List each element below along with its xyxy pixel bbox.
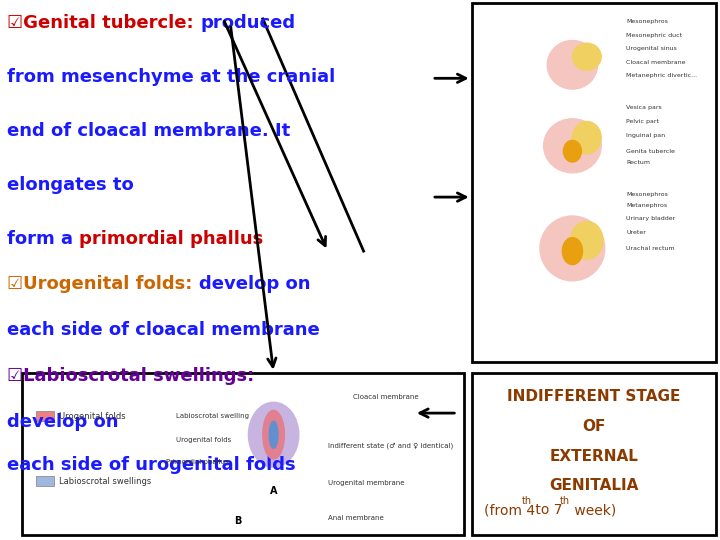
Text: Indifferent state (♂ and ♀ identical): Indifferent state (♂ and ♀ identical) — [328, 442, 453, 449]
Ellipse shape — [248, 402, 299, 467]
Text: produced: produced — [200, 14, 295, 31]
Ellipse shape — [269, 421, 278, 448]
Ellipse shape — [562, 238, 582, 265]
Text: develop on: develop on — [7, 413, 119, 431]
Text: develop on: develop on — [199, 275, 310, 293]
Text: GENITALIA: GENITALIA — [549, 478, 639, 494]
Text: each side of cloacal membrane: each side of cloacal membrane — [7, 321, 320, 339]
Bar — [36, 476, 54, 486]
Ellipse shape — [572, 122, 601, 154]
Bar — [472, 373, 716, 535]
Text: each side of urogenital folds: each side of urogenital folds — [7, 456, 296, 474]
Text: Metanephros: Metanephros — [626, 202, 667, 208]
Text: Genita tubercle: Genita tubercle — [626, 148, 675, 154]
Ellipse shape — [544, 119, 601, 173]
Text: Inguinal pan: Inguinal pan — [626, 132, 665, 138]
Text: Pelvic part: Pelvic part — [626, 119, 660, 124]
Text: end of cloacal membrane. It: end of cloacal membrane. It — [7, 122, 290, 139]
Text: Vesica pars: Vesica pars — [626, 105, 662, 111]
Ellipse shape — [547, 40, 598, 89]
Bar — [22, 373, 464, 535]
Text: Urogenital folds: Urogenital folds — [59, 412, 126, 421]
Text: week): week) — [570, 503, 616, 517]
Text: A: A — [270, 486, 277, 496]
Text: ☑Genital tubercle:: ☑Genital tubercle: — [7, 14, 200, 31]
Bar — [36, 411, 54, 421]
Text: Urogenital folds: Urogenital folds — [176, 437, 232, 443]
Text: Urogenital membrane: Urogenital membrane — [328, 480, 404, 487]
Text: Labioscrotal swelling: Labioscrotal swelling — [176, 413, 249, 419]
Text: Cloacal membrane: Cloacal membrane — [626, 59, 686, 65]
Text: primordial phallus: primordial phallus — [79, 230, 264, 247]
Bar — [472, 3, 716, 362]
Ellipse shape — [570, 221, 603, 259]
Text: Ureter: Ureter — [626, 230, 647, 235]
Text: Cloacal membrane: Cloacal membrane — [353, 394, 418, 400]
Text: Anal membrane: Anal membrane — [328, 515, 383, 522]
Text: ☑Labioscrotal swellings:: ☑Labioscrotal swellings: — [7, 367, 261, 385]
Text: Labioscrotal swellings: Labioscrotal swellings — [59, 477, 151, 485]
Text: Urachal rectum: Urachal rectum — [626, 246, 675, 251]
Text: Primordial phallus: Primordial phallus — [166, 458, 228, 465]
Text: ☑Urogenital folds:: ☑Urogenital folds: — [7, 275, 199, 293]
Text: elongates to: elongates to — [7, 176, 134, 193]
Ellipse shape — [563, 140, 582, 162]
Text: Metanephric divertic...: Metanephric divertic... — [626, 73, 698, 78]
Text: th: th — [521, 496, 531, 505]
Text: Rectum: Rectum — [626, 159, 650, 165]
Ellipse shape — [540, 216, 605, 281]
Text: Mesonephros: Mesonephros — [626, 192, 668, 197]
Text: th: th — [560, 496, 570, 505]
Ellipse shape — [263, 410, 284, 459]
Text: to 7: to 7 — [531, 503, 563, 517]
Text: INDIFFERENT STAGE: INDIFFERENT STAGE — [508, 389, 680, 404]
Text: EXTERNAL: EXTERNAL — [549, 449, 639, 464]
Text: from mesenchyme at the cranial: from mesenchyme at the cranial — [7, 68, 336, 85]
Text: Urogenital sinus: Urogenital sinus — [626, 46, 678, 51]
Ellipse shape — [572, 43, 601, 70]
Text: (from 4: (from 4 — [484, 503, 535, 517]
Text: Mesonephros: Mesonephros — [626, 19, 668, 24]
Text: Mesonephric duct: Mesonephric duct — [626, 32, 683, 38]
Text: Urinary bladder: Urinary bladder — [626, 216, 675, 221]
Text: B: B — [234, 516, 241, 526]
Text: form a: form a — [7, 230, 79, 247]
Text: OF: OF — [582, 419, 606, 434]
